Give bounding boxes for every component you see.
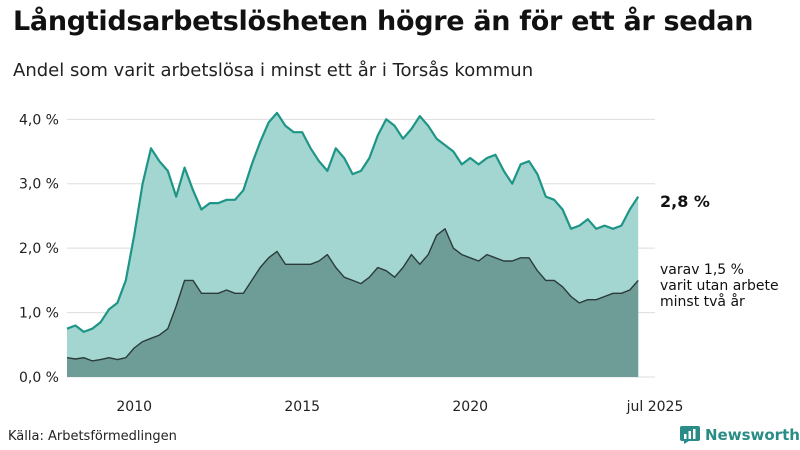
y-tick-label: 4,0 % (19, 112, 59, 128)
y-tick-label: 1,0 % (19, 306, 59, 322)
long-term-line2: varit utan arbete (660, 278, 779, 294)
y-tick-label: 2,0 % (19, 241, 59, 257)
series-line-long-term (66, 228, 639, 362)
x-tick-label: 2020 (452, 399, 488, 415)
x-tick-label: 2010 (116, 399, 152, 415)
series-line-total (66, 111, 640, 333)
source-note: Källa: Arbetsförmedlingen (8, 429, 177, 444)
x-tick-label: 2015 (284, 399, 320, 415)
brand-logo[interactable]: Newsworthy (680, 426, 800, 444)
brand-name: Newsworthy (705, 426, 800, 444)
chart-subtitle: Andel som varit arbetslösa i minst ett å… (13, 60, 534, 81)
y-tick-label: 0,0 % (19, 370, 59, 386)
chart-title: Långtidsarbetslösheten högre än för ett … (13, 6, 754, 37)
total-value-label: 2,8 % (660, 192, 710, 211)
series-area-long-term (67, 228, 639, 377)
x-tick-label: jul 2025 (626, 399, 684, 415)
y-tick-label: 3,0 % (19, 177, 59, 193)
long-term-line1: varav 1,5 % (660, 262, 744, 278)
long-term-line3: minst två år (660, 294, 745, 310)
bar-chart-icon (680, 426, 700, 444)
long-term-annotation: varav 1,5 % varit utan arbete minst två … (660, 262, 779, 310)
